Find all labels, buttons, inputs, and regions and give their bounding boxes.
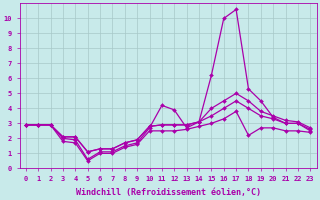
X-axis label: Windchill (Refroidissement éolien,°C): Windchill (Refroidissement éolien,°C) bbox=[76, 188, 260, 197]
